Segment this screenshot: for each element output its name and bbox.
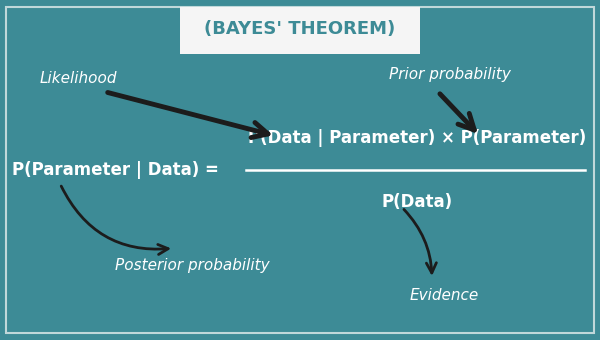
Text: Prior probability: Prior probability [389, 67, 511, 82]
Text: Posterior probability: Posterior probability [115, 258, 269, 273]
Text: Evidence: Evidence [409, 288, 479, 303]
Text: P(Data | Parameter) × P(Parameter): P(Data | Parameter) × P(Parameter) [248, 129, 586, 147]
Text: Likelihood: Likelihood [39, 71, 117, 86]
Text: (BAYES' THEOREM): (BAYES' THEOREM) [205, 20, 395, 38]
Text: P(Parameter | Data) =: P(Parameter | Data) = [12, 161, 224, 179]
FancyBboxPatch shape [180, 7, 420, 54]
Text: P(Data): P(Data) [382, 193, 452, 211]
